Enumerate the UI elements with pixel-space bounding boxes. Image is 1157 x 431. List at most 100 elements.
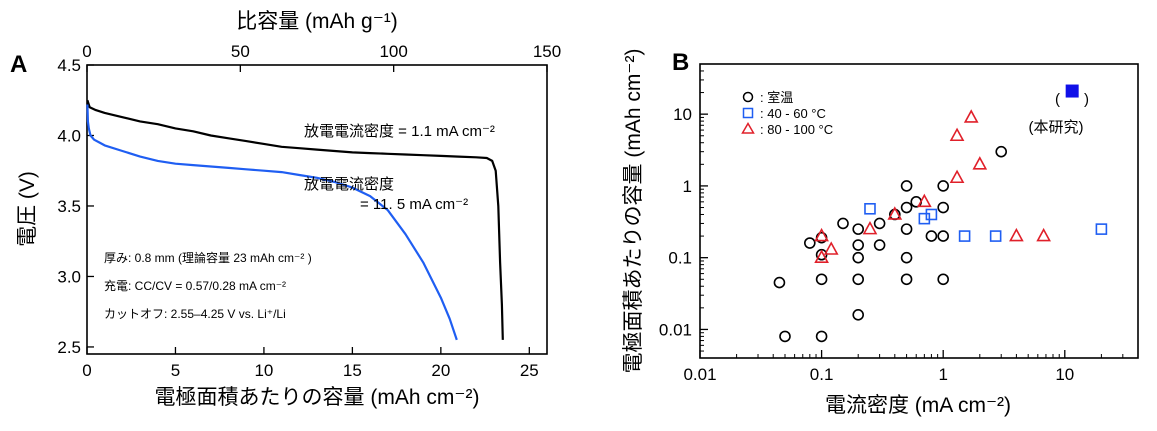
panel-a-top-tick-label: 50 bbox=[231, 42, 250, 61]
temp-80-100-point bbox=[963, 109, 979, 123]
discharge-curve-1p1 bbox=[86, 99, 504, 340]
room-temp-point bbox=[852, 239, 865, 251]
room-temp-point bbox=[900, 251, 913, 264]
room-temp-point bbox=[779, 330, 791, 343]
room-temp-point bbox=[852, 223, 865, 235]
panel-a-y-tick-label: 4.5 bbox=[57, 56, 81, 75]
panel-a-top-ticks: 0 50 100 150 bbox=[82, 42, 561, 72]
panel-a-y-tick-label: 4.0 bbox=[57, 126, 81, 145]
temp-80-100-point bbox=[887, 206, 903, 220]
panel-b-y-ticks: 0.01 0.1 1 10 bbox=[659, 70, 708, 352]
panel-a-y-axis-title: 電圧 (V) bbox=[16, 171, 39, 247]
panel-b-y-tick-label: 0.1 bbox=[668, 249, 692, 268]
temp-40-60-point bbox=[925, 208, 938, 221]
room-temp-point bbox=[804, 237, 816, 249]
temp-80-100-point bbox=[862, 220, 878, 235]
legend-marker-room-temp bbox=[742, 91, 754, 103]
temp-80-100-point bbox=[823, 241, 839, 255]
room-temp-point bbox=[873, 239, 886, 251]
room-temp-point bbox=[925, 230, 938, 242]
temp-40-60-point bbox=[918, 212, 931, 225]
panel-a-top-tick-label: 0 bbox=[82, 42, 91, 61]
panel-b-x-tick-label: 0.01 bbox=[683, 365, 716, 384]
panel-a-x-axis-title: 電極面積あたりの容量 (mAh cm⁻²) bbox=[155, 386, 480, 409]
note-thickness: 厚み: 0.8 mm (理論容量 23 mAh cm⁻² ) bbox=[104, 250, 312, 265]
panel-a-x-tick-label: 20 bbox=[431, 361, 450, 380]
panel-b-x-tick-label: 1 bbox=[938, 365, 947, 384]
panel-b-label: B bbox=[672, 49, 689, 76]
this-work-open-paren: ( bbox=[1055, 91, 1060, 108]
panel-b-y-axis-title: 電極面積あたりの容量 (mAh cm⁻²) bbox=[622, 49, 645, 374]
temp-80-100-point bbox=[949, 127, 965, 142]
panel-a-x-tick-label: 5 bbox=[171, 361, 180, 380]
temp-80-100-point bbox=[972, 156, 988, 170]
black-curve-annotation: 放電電流密度 = 1.1 mA cm⁻² bbox=[304, 123, 495, 140]
panel-a-x-tick-label: 25 bbox=[520, 361, 539, 380]
panel-a-curves bbox=[86, 99, 504, 341]
legend-label-40-60: : 40 - 60 °C bbox=[760, 106, 826, 121]
panel-b-x-axis-title: 電流密度 (mA cm⁻²) bbox=[825, 394, 1011, 417]
temp-80-100-point bbox=[1036, 227, 1051, 242]
room-temp-point bbox=[815, 273, 828, 286]
room-temp-point bbox=[937, 201, 949, 214]
note-cutoff: カットオフ: 2.55–4.25 V vs. Li⁺/Li bbox=[104, 307, 286, 321]
legend-label-80-100: : 80 - 100 °C bbox=[760, 122, 833, 137]
panel-a-top-tick-label: 150 bbox=[533, 42, 561, 61]
room-temp-point bbox=[852, 251, 865, 264]
room-temp-point bbox=[937, 273, 949, 286]
panel-b: B 電流密度 (mA cm⁻²) 電極面積あたりの容量 (mAh cm⁻²) 0… bbox=[622, 49, 1139, 417]
temp-40-60-point bbox=[958, 230, 971, 242]
panel-b-y-tick-label: 0.01 bbox=[659, 320, 692, 339]
room-temp-point bbox=[873, 217, 886, 230]
panel-a-plot-frame bbox=[86, 64, 548, 355]
room-temp-point bbox=[900, 223, 913, 235]
note-charge: 充電: CC/CV = 0.57/0.28 mA cm⁻² bbox=[104, 278, 286, 293]
panel-a-top-tick-label: 100 bbox=[379, 42, 407, 61]
room-temp-point bbox=[837, 217, 849, 230]
panel-b-y-tick-label: 10 bbox=[673, 105, 692, 124]
temp-80-100-point bbox=[949, 169, 965, 184]
blue-curve-annotation-line2: = 11. 5 mA cm⁻² bbox=[360, 196, 468, 213]
room-temp-point bbox=[937, 180, 949, 192]
panel-a-top-axis-title: 比容量 (mAh g⁻¹) bbox=[236, 10, 398, 33]
panel-a: A 比容量 (mAh g⁻¹) 電極面積あたりの容量 (mAh cm⁻²) 電圧… bbox=[10, 10, 561, 409]
legend-marker-80-100 bbox=[741, 122, 755, 134]
legend-marker-40-60 bbox=[742, 107, 754, 119]
panel-b-x-ticks: 0.01 0.1 1 10 bbox=[683, 350, 1124, 384]
temp-80-100-point bbox=[814, 249, 829, 263]
panel-a-label: A bbox=[10, 51, 27, 78]
panel-a-bottom-ticks: 0 5 10 15 20 25 bbox=[82, 347, 539, 380]
legend-label-room-temp: : 室温 bbox=[760, 90, 793, 105]
panel-a-y-tick-label: 3.5 bbox=[57, 197, 81, 216]
temp-80-100-point bbox=[917, 193, 932, 208]
panel-b-legend: : 室温 : 40 - 60 °C : 80 - 100 °C bbox=[741, 90, 833, 137]
room-temp-point bbox=[815, 330, 828, 343]
blue-curve-annotation-line1: 放電電流密度 bbox=[304, 176, 394, 193]
panel-a-y-tick-label: 2.5 bbox=[57, 338, 81, 357]
this-work-label: (本研究) bbox=[1029, 119, 1084, 136]
temp-80-100-point bbox=[814, 227, 829, 242]
room-temp-point bbox=[852, 273, 865, 286]
panel-a-x-tick-label: 0 bbox=[82, 361, 91, 380]
room-temp-point bbox=[937, 230, 949, 242]
room-temp-point bbox=[995, 145, 1008, 158]
panel-a-x-tick-label: 15 bbox=[343, 361, 362, 380]
panel-b-plot-frame bbox=[699, 63, 1139, 359]
room-temp-point bbox=[900, 180, 913, 192]
room-temp-point bbox=[900, 201, 913, 214]
this-work-point bbox=[1065, 84, 1079, 98]
panel-a-y-tick-label: 3.0 bbox=[57, 267, 81, 286]
room-temp-point bbox=[852, 308, 865, 321]
panel-b-x-tick-label: 10 bbox=[1055, 365, 1074, 384]
panel-a-x-tick-label: 10 bbox=[254, 361, 273, 380]
temp-80-100-point bbox=[1009, 227, 1024, 242]
panel-b-y-tick-label: 1 bbox=[683, 177, 692, 196]
discharge-curve-11p5 bbox=[86, 104, 458, 341]
room-temp-point bbox=[900, 273, 913, 286]
panel-b-points bbox=[773, 84, 1108, 343]
temp-40-60-point bbox=[864, 202, 876, 215]
this-work-close-paren: ) bbox=[1084, 91, 1089, 108]
temp-40-60-point bbox=[989, 230, 1002, 242]
room-temp-point bbox=[773, 276, 786, 289]
